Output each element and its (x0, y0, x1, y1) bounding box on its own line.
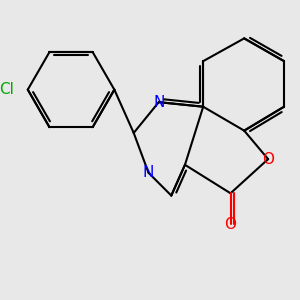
Text: N: N (153, 95, 164, 110)
Text: O: O (224, 217, 236, 232)
Text: N: N (143, 165, 154, 180)
Text: Cl: Cl (0, 82, 14, 97)
Text: O: O (262, 152, 274, 166)
